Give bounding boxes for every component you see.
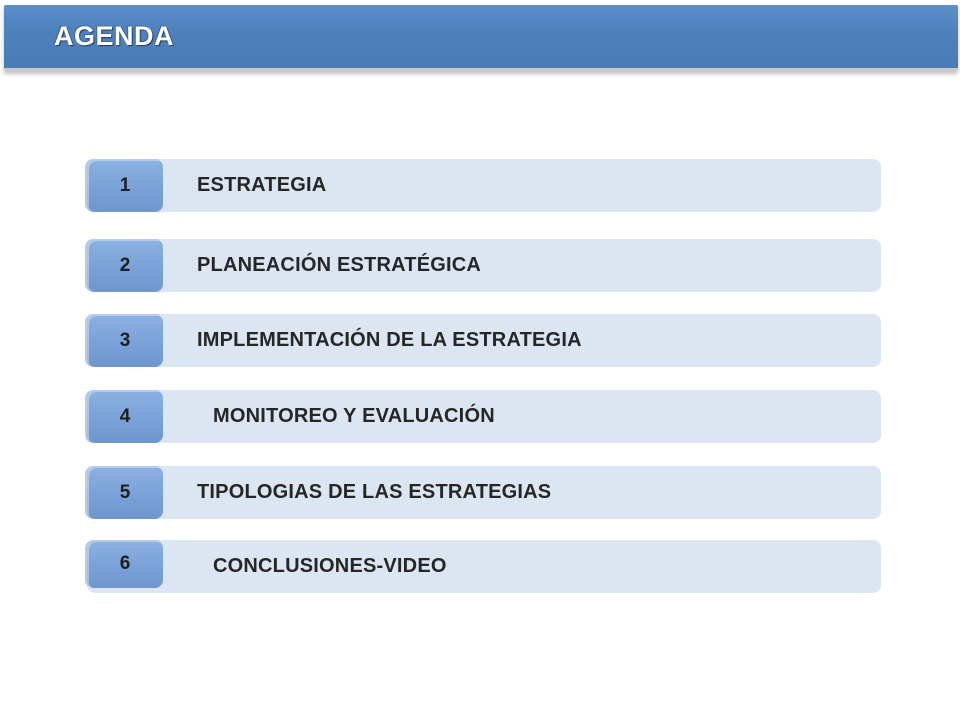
agenda-item-label: ESTRATEGIA: [197, 174, 327, 196]
agenda-number-badge: 3: [87, 314, 163, 367]
agenda-item-label: MONITOREO Y EVALUACIÓN: [213, 405, 495, 427]
agenda-item-6: 6 CONCLUSIONES-VIDEO: [87, 540, 881, 593]
agenda-number-badge: 6: [87, 540, 163, 588]
agenda-item-2: 2 PLANEACIÓN ESTRATÉGICA: [87, 239, 881, 292]
agenda-item-bar: [87, 466, 881, 519]
agenda-item-bar: [87, 159, 881, 212]
agenda-item-label: PLANEACIÓN ESTRATÉGICA: [197, 254, 482, 276]
agenda-number-badge: 2: [87, 239, 163, 292]
agenda-item-3: 3 IMPLEMENTACIÓN DE LA ESTRATEGIA: [87, 314, 881, 367]
agenda-item-label: TIPOLOGIAS DE LAS ESTRATEGIAS: [197, 481, 552, 503]
agenda-item-bar: [87, 540, 881, 593]
agenda-item-1: 1 ESTRATEGIA: [87, 159, 881, 212]
agenda-item-bar: [87, 239, 881, 292]
agenda-item-4: 4 MONITOREO Y EVALUACIÓN: [87, 390, 881, 443]
agenda-number-badge: 4: [87, 390, 163, 443]
agenda-item-label: IMPLEMENTACIÓN DE LA ESTRATEGIA: [197, 329, 582, 351]
agenda-item-bar: [87, 390, 881, 443]
agenda-item-label: CONCLUSIONES-VIDEO: [213, 555, 447, 577]
agenda-number-badge: 5: [87, 466, 163, 519]
agenda-item-5: 5 TIPOLOGIAS DE LAS ESTRATEGIAS: [87, 466, 881, 519]
agenda-item-bar: [87, 314, 881, 367]
page-title: AGENDA: [54, 21, 175, 51]
agenda-number-badge: 1: [87, 159, 163, 212]
title-bar: AGENDA: [4, 5, 958, 71]
